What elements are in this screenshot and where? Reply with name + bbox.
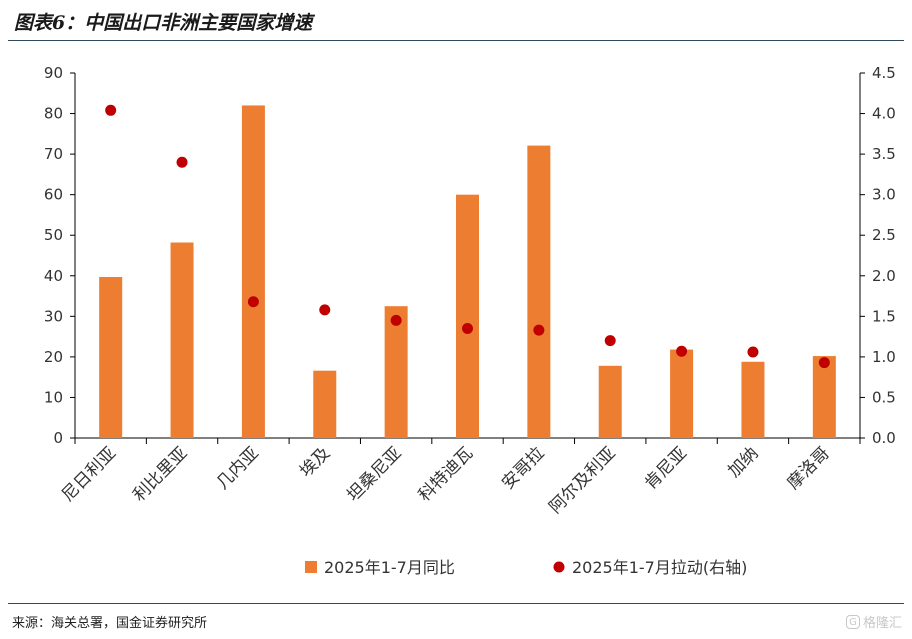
right-tick-label: 0.0 [872, 429, 896, 447]
dot-point [319, 304, 331, 316]
bar [384, 306, 408, 438]
bar [670, 349, 694, 438]
right-tick-label: 4.0 [872, 105, 896, 123]
dot-point [533, 324, 545, 336]
dot-point [747, 346, 759, 358]
left-tick-label: 60 [44, 186, 63, 204]
left-tick-label: 0 [53, 429, 63, 447]
chart-title: 图表6：中国出口非洲主要国家增速 [14, 12, 313, 34]
bar [812, 356, 836, 438]
bar [99, 276, 123, 438]
bar-series [99, 105, 836, 438]
bar [313, 370, 337, 438]
left-tick-label: 90 [44, 64, 63, 82]
category-label: 利比里亚 [129, 443, 191, 505]
right-tick-label: 4.5 [872, 64, 896, 82]
dot-point [105, 104, 117, 116]
category-label: 肯尼亚 [641, 443, 691, 493]
legend-bar-label: 2025年1-7月同比 [324, 558, 455, 577]
footer-divider [8, 603, 904, 604]
dot-point [390, 314, 402, 326]
category-label: 尼日利亚 [58, 443, 120, 505]
chart: 0 10 20 30 40 50 60 70 80 90 0.0 0.5 1.0 1.5 2.0 2.5 3.0… [44, 64, 896, 577]
dot-point [676, 345, 688, 357]
dot-point [176, 156, 188, 168]
right-tick-label: 2.5 [872, 226, 896, 244]
left-tick-label: 80 [44, 105, 63, 123]
legend: 2025年1-7月同比 2025年1-7月拉动(右轴) [305, 558, 747, 577]
left-tick-label: 30 [44, 307, 63, 325]
dot-series [105, 104, 830, 369]
bar [170, 242, 194, 438]
category-label: 摩洛哥 [784, 443, 834, 493]
bar [527, 145, 551, 438]
left-tick-label: 10 [44, 388, 63, 406]
left-tick-label: 20 [44, 348, 63, 366]
source-note: 来源：海关总署，国金证券研究所 [12, 616, 208, 631]
category-label: 几内亚 [213, 443, 263, 493]
category-label: 坦桑尼亚 [343, 443, 405, 505]
legend-dot-label: 2025年1-7月拉动(右轴) [572, 558, 747, 577]
dot-point [462, 323, 473, 334]
right-tick-label: 3.5 [872, 145, 896, 163]
bar [741, 361, 765, 438]
left-tick-label: 50 [44, 226, 63, 244]
bar [456, 194, 479, 438]
right-tick-label: 1.5 [872, 307, 896, 325]
right-tick-label: 2.0 [872, 267, 896, 285]
bar [598, 365, 622, 438]
bar [241, 105, 265, 438]
right-tick-label: 1.0 [872, 348, 896, 366]
category-label: 加纳 [724, 443, 762, 481]
legend-bar-swatch [305, 561, 317, 573]
watermark: G 格隆汇 [845, 612, 902, 631]
legend-dot-swatch [553, 561, 565, 573]
dot-point [818, 357, 830, 369]
category-label: 安哥拉 [498, 443, 548, 493]
category-label: 科特迪瓦 [415, 443, 477, 505]
left-tick-label: 70 [44, 145, 63, 163]
dot-point [604, 335, 616, 347]
dot-point [247, 296, 259, 308]
right-tick-label: 0.5 [872, 388, 896, 406]
right-tick-label: 3.0 [872, 186, 896, 204]
category-label: 阿尔及利亚 [546, 443, 620, 517]
left-tick-label: 40 [44, 267, 63, 285]
watermark-text: 格隆汇 [862, 616, 902, 631]
category-label: 埃及 [296, 443, 334, 481]
title-divider [8, 40, 904, 41]
watermark-logo-icon: G [845, 614, 860, 629]
